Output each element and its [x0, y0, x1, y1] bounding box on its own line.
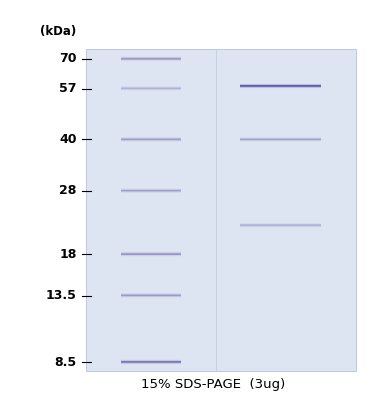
Text: 40: 40 — [59, 133, 76, 146]
Text: 8.5: 8.5 — [54, 356, 76, 368]
Text: 70: 70 — [59, 52, 76, 66]
Text: (kDa): (kDa) — [40, 25, 76, 38]
FancyBboxPatch shape — [86, 49, 356, 371]
Text: 15% SDS-PAGE  (3ug): 15% SDS-PAGE (3ug) — [141, 378, 286, 392]
Text: 57: 57 — [59, 82, 76, 95]
Text: 18: 18 — [59, 248, 76, 261]
Text: 13.5: 13.5 — [46, 289, 76, 302]
Text: 28: 28 — [59, 184, 76, 197]
